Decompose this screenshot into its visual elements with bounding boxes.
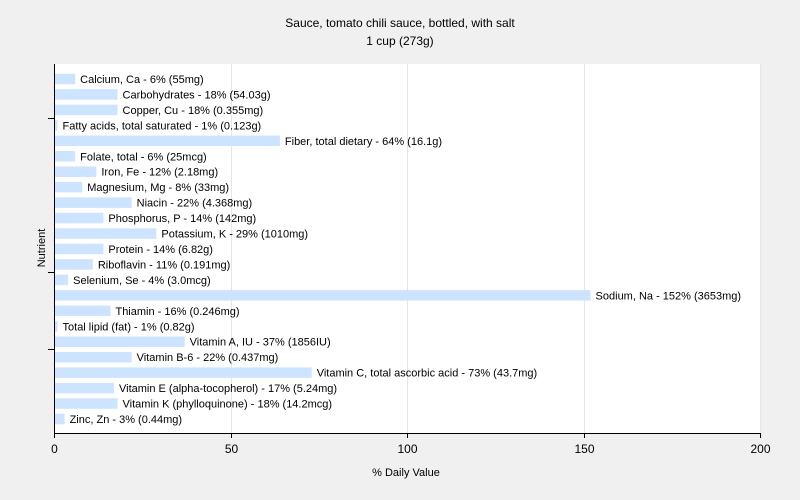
x-tick-label: 150 xyxy=(574,442,594,456)
bar xyxy=(55,305,111,317)
bar xyxy=(55,398,118,409)
bar xyxy=(55,197,132,208)
x-tick-label: 200 xyxy=(750,442,770,456)
x-tick-label: 50 xyxy=(225,442,239,456)
bar-label: Selenium, Se - 4% (3.0mcg) xyxy=(73,275,211,287)
bar-label: Vitamin B-6 - 22% (0.437mg) xyxy=(137,352,279,364)
bars xyxy=(55,73,591,425)
bar-label: Fatty acids, total saturated - 1% (0.123… xyxy=(63,120,262,132)
bar xyxy=(55,166,97,177)
bar-label: Calcium, Ca - 6% (55mg) xyxy=(80,74,203,86)
chart-title: Sauce, tomato chili sauce, bottled, with… xyxy=(285,16,515,30)
bar-label: Total lipid (fat) - 1% (0.82g) xyxy=(63,321,195,333)
bar xyxy=(55,120,58,131)
bar-label: Copper, Cu - 18% (0.355mg) xyxy=(123,105,264,117)
bar-label: Niacin - 22% (4.368mg) xyxy=(137,198,253,210)
bar-label: Iron, Fe - 12% (2.18mg) xyxy=(101,167,218,179)
bar xyxy=(55,290,591,301)
bar-label: Vitamin K (phylloquinone) - 18% (14.2mcg… xyxy=(123,399,333,411)
bar-label: Protein - 14% (6.82g) xyxy=(108,244,213,256)
bar xyxy=(55,151,76,162)
bar-label: Phosphorus, P - 14% (142mg) xyxy=(108,213,256,225)
bar-labels: Calcium, Ca - 6% (55mg) Carbohydrates - 1… xyxy=(63,74,742,426)
x-tick-label: 100 xyxy=(397,442,417,456)
bar-label: Magnesium, Mg - 8% (33mg) xyxy=(87,182,229,194)
bar xyxy=(55,336,185,347)
bar xyxy=(55,382,115,394)
y-axis-label: Nutrient xyxy=(36,229,48,268)
bar xyxy=(55,413,65,425)
x-axis-label: % Daily Value xyxy=(372,467,440,479)
bar xyxy=(55,104,118,116)
bar xyxy=(55,367,312,378)
bar xyxy=(55,89,118,100)
bar xyxy=(55,228,157,239)
bar-label: Vitamin E (alpha-tocopherol) - 17% (5.24… xyxy=(119,383,337,395)
bar-label: Carbohydrates - 18% (54.03g) xyxy=(123,89,271,101)
bar xyxy=(55,259,93,270)
axes xyxy=(48,64,761,438)
bar-label: Fiber, total dietary - 64% (16.1g) xyxy=(285,136,442,148)
chart-subtitle: 1 cup (273g) xyxy=(366,34,433,48)
bar xyxy=(55,181,83,193)
bar xyxy=(55,212,104,224)
bar xyxy=(55,274,69,286)
bar xyxy=(55,351,132,363)
bar-label: Folate, total - 6% (25mcg) xyxy=(80,151,207,163)
bar-label: Sodium, Na - 152% (3653mg) xyxy=(596,290,742,302)
x-tick-labels: 0 50 100 150 200 xyxy=(51,442,771,456)
bar xyxy=(55,135,280,147)
bar xyxy=(55,243,104,255)
bar xyxy=(55,73,76,85)
bar-label: Thiamin - 16% (0.246mg) xyxy=(115,306,239,318)
x-tick-label: 0 xyxy=(51,442,58,456)
bar-label: Riboflavin - 11% (0.191mg) xyxy=(98,259,230,271)
bar-label: Zinc, Zn - 3% (0.44mg) xyxy=(70,414,182,426)
bar-label: Potassium, K - 29% (1010mg) xyxy=(161,229,308,241)
bar-label: Vitamin C, total ascorbic acid - 73% (43… xyxy=(317,368,538,380)
bar-label: Vitamin A, IU - 37% (1856IU) xyxy=(190,337,331,349)
bar xyxy=(55,321,58,332)
